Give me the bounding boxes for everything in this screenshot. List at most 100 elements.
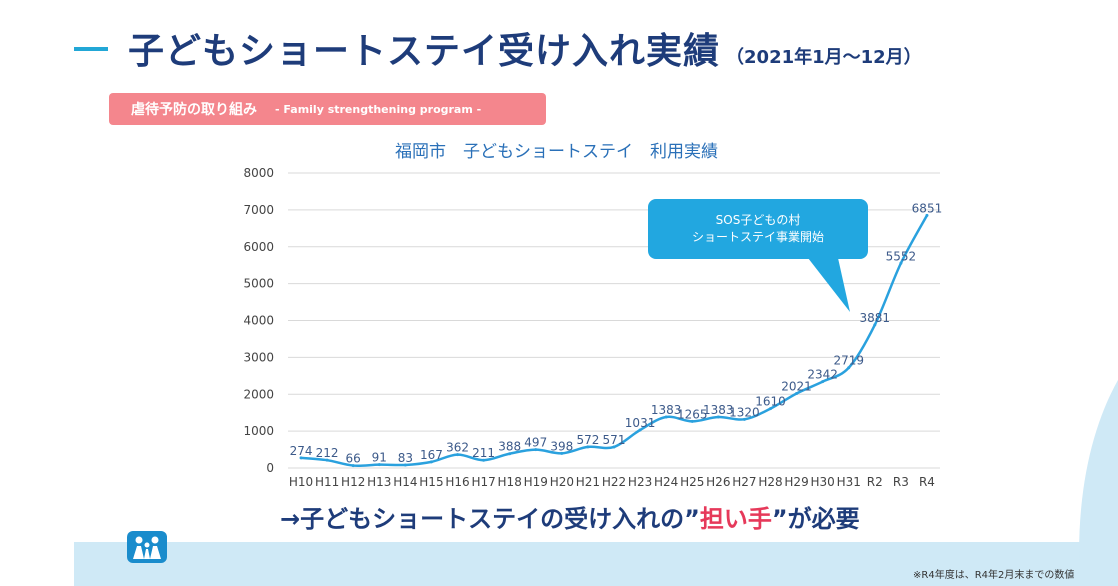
x-tick-label: R2 [867, 475, 883, 489]
x-tick-label: H15 [419, 475, 443, 489]
data-label: 398 [550, 439, 573, 453]
y-tick-label: 1000 [243, 424, 274, 438]
y-tick-label: 2000 [243, 387, 274, 401]
data-label: 2719 [833, 354, 864, 368]
bottom-message-emphasis: 担い手 [699, 505, 772, 533]
data-label: 2342 [807, 368, 838, 382]
x-tick-label: H12 [341, 475, 365, 489]
data-point [742, 417, 746, 421]
data-label: 211 [472, 446, 495, 460]
x-tick-label: H24 [654, 475, 678, 489]
data-label: 1320 [729, 405, 760, 419]
data-label: 83 [398, 451, 413, 465]
data-label: 3881 [860, 311, 891, 325]
data-point [847, 366, 851, 370]
data-point [299, 456, 303, 460]
data-point [899, 261, 903, 265]
y-tick-label: 7000 [243, 203, 274, 217]
y-tick-label: 0 [266, 461, 274, 475]
data-point [690, 419, 694, 423]
title-dash [74, 47, 108, 51]
data-point [482, 458, 486, 462]
x-tick-label: H17 [471, 475, 495, 489]
data-point [612, 445, 616, 449]
data-label: 388 [498, 440, 521, 454]
bottom-message-prefix: →子どもショートステイの受け入れの” [280, 505, 700, 533]
page-title-period: （2021年1月〜12月） [726, 47, 922, 68]
x-tick-label: H30 [810, 475, 834, 489]
data-point [716, 415, 720, 419]
data-point [768, 407, 772, 411]
data-point [638, 428, 642, 432]
data-label: 2021 [781, 379, 812, 393]
x-tick-label: H16 [445, 475, 469, 489]
data-label: 497 [524, 436, 547, 450]
x-tick-label: H22 [602, 475, 626, 489]
data-point [925, 213, 929, 217]
x-tick-label: H14 [393, 475, 417, 489]
data-point [508, 452, 512, 456]
data-label: 362 [446, 441, 469, 455]
x-tick-label: H13 [367, 475, 391, 489]
x-tick-label: H29 [784, 475, 808, 489]
x-tick-label: R4 [919, 475, 935, 489]
bottom-message: →子どもショートステイの受け入れの”担い手”が必要 [280, 499, 860, 534]
callout-box: SOS子どもの村 ショートステイ事業開始 [648, 199, 868, 259]
data-label: 572 [576, 433, 599, 447]
page-title: 子どもショートステイ受け入れ実績 （2021年1月〜12月） [128, 22, 922, 74]
bottom-message-suffix: ”が必要 [771, 505, 860, 533]
page-title-text: 子どもショートステイ受け入れ実績 [128, 31, 721, 72]
chart-title: 福岡市 子どもショートステイ 利用実績 [395, 142, 718, 162]
data-point [456, 453, 460, 457]
data-label: 91 [372, 451, 387, 465]
data-point [351, 464, 355, 468]
x-tick-label: H28 [758, 475, 782, 489]
x-tick-label: H31 [837, 475, 861, 489]
data-label: 1031 [625, 416, 656, 430]
x-tick-label: H20 [550, 475, 574, 489]
y-tick-label: 8000 [243, 166, 274, 180]
data-label: 1383 [651, 403, 682, 417]
data-point [873, 323, 877, 327]
x-tick-label: H18 [498, 475, 522, 489]
callout-line2: ショートステイ事業開始 [691, 230, 824, 244]
program-tag: 虐待予防の取り組み - Family strengthening program… [109, 93, 546, 125]
callout-line1: SOS子どもの村 [715, 212, 801, 227]
data-label: 1383 [703, 403, 734, 417]
data-label: 66 [346, 452, 361, 466]
y-tick-label: 6000 [243, 240, 274, 254]
program-tag-sub: - Family strengthening program - [275, 102, 482, 116]
data-label: 274 [290, 444, 313, 458]
y-tick-label: 5000 [243, 277, 274, 291]
data-label: 6851 [912, 201, 943, 215]
data-label: 1610 [755, 395, 786, 409]
data-point [795, 391, 799, 395]
x-tick-label: H23 [628, 475, 652, 489]
data-point [325, 458, 329, 462]
data-point [429, 460, 433, 464]
x-tick-label: R3 [893, 475, 909, 489]
data-label: 5552 [886, 249, 917, 263]
sos-logo [127, 531, 167, 563]
y-tick-label: 4000 [243, 314, 274, 328]
data-label: 167 [420, 448, 443, 462]
data-label: 212 [316, 446, 339, 460]
x-tick-label: H26 [706, 475, 730, 489]
family-icon [133, 536, 161, 559]
x-tick-label: H11 [315, 475, 339, 489]
data-point [586, 445, 590, 449]
data-point [560, 451, 564, 455]
x-tick-label: H27 [732, 475, 756, 489]
data-point [403, 463, 407, 467]
x-tick-label: H10 [289, 475, 313, 489]
data-label: 571 [603, 433, 626, 447]
footnote: ※R4年度は、R4年2月末までの数値 [913, 570, 1075, 581]
data-point [664, 415, 668, 419]
x-tick-label: H25 [680, 475, 704, 489]
data-point [377, 463, 381, 467]
x-tick-label: H19 [524, 475, 548, 489]
program-tag-main: 虐待予防の取り組み [131, 102, 257, 118]
data-label: 1265 [677, 407, 708, 421]
